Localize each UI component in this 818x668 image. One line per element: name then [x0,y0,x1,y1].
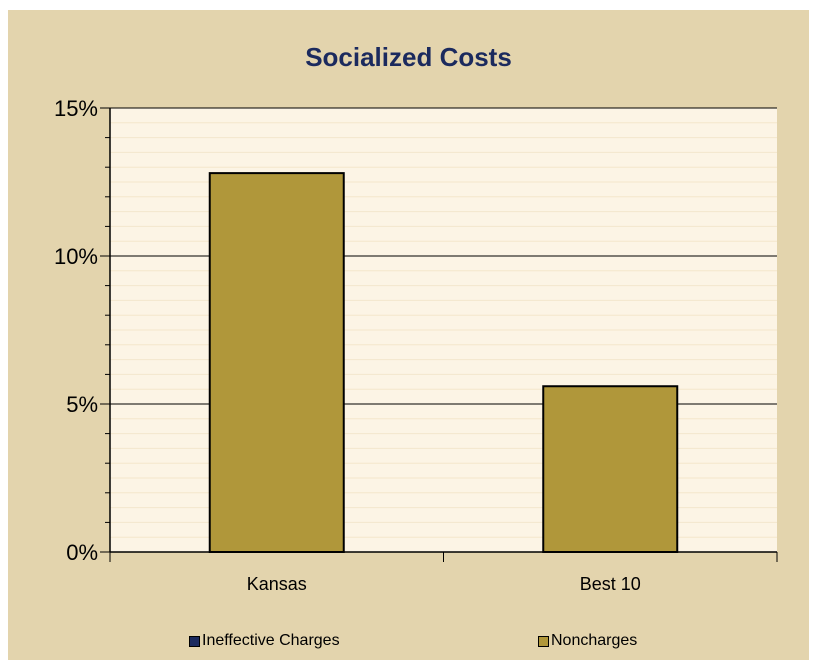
legend-item-ineffective-charges: Ineffective Charges [189,632,340,650]
legend-swatch-noncharges [538,635,549,647]
legend-label-noncharges: Noncharges [551,632,638,649]
y-tick-label: 10% [54,244,98,269]
legend-label-ineffective-charges: Ineffective Charges [202,632,340,649]
y-tick-label: 0% [66,540,98,565]
legend: Ineffective Charges Noncharges [8,632,809,656]
x-tick-label: Best 10 [580,574,641,594]
y-tick-label: 15% [54,96,98,121]
x-tick-label: Kansas [247,574,307,594]
y-tick-label: 5% [66,392,98,417]
bar-noncharges-kansas [208,172,345,553]
legend-swatch-ineffective-charges [189,635,200,647]
legend-item-noncharges: Noncharges [538,632,637,650]
bar-noncharges-best-10 [542,385,679,553]
chart-title: Socialized Costs [305,42,512,72]
